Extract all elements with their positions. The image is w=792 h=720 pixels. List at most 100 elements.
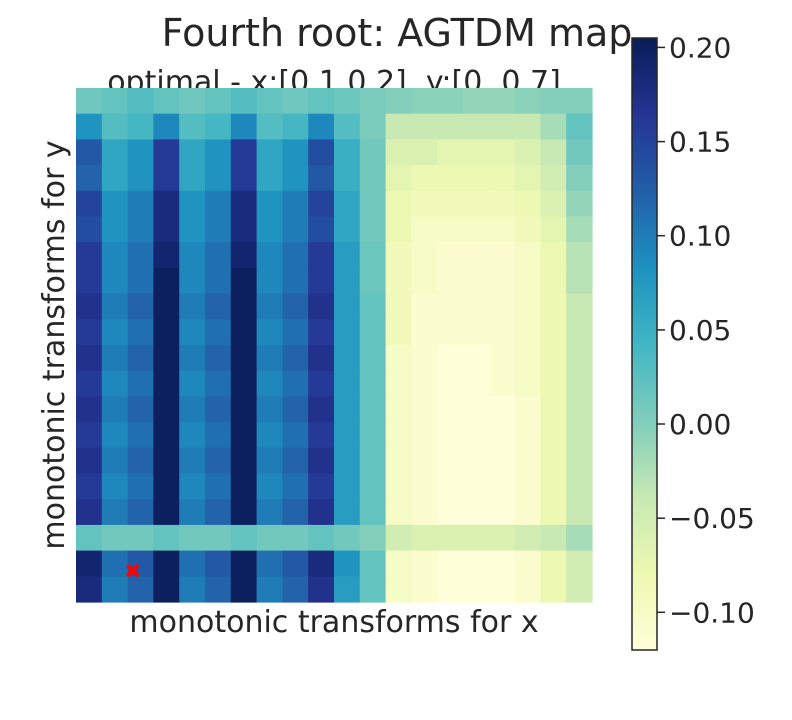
heatmap-cell	[359, 216, 387, 243]
heatmap-cell	[205, 422, 232, 449]
heatmap-cell	[540, 293, 567, 320]
heatmap-cell	[179, 88, 206, 115]
heatmap-cell	[153, 576, 180, 603]
heatmap-cell	[514, 242, 541, 269]
heatmap-cell	[385, 396, 412, 423]
heatmap-cell	[334, 370, 361, 397]
heatmap-cell	[411, 550, 438, 577]
heatmap-cell	[411, 319, 438, 346]
heatmap-cell	[256, 524, 283, 552]
heatmap-cell	[411, 447, 438, 475]
y-axis-label: monotonic transforms for y	[37, 140, 72, 549]
heatmap-cell	[308, 88, 335, 115]
heatmap-cell	[230, 345, 258, 372]
heatmap-cell	[256, 88, 283, 115]
heatmap-cell	[411, 524, 438, 552]
heatmap-cell	[153, 267, 180, 295]
heatmap-cell	[514, 216, 541, 243]
colorbar-tick-label: −0.05	[669, 502, 755, 535]
heatmap-cell	[359, 88, 387, 115]
heatmap-cell	[76, 422, 103, 449]
heatmap-cell	[359, 473, 387, 500]
heatmap-cell	[101, 396, 129, 423]
heatmap-cell	[282, 447, 309, 475]
heatmap-cell	[540, 345, 567, 372]
heatmap-cell	[101, 422, 129, 449]
heatmap-cell	[540, 216, 567, 243]
heatmap-cell	[308, 345, 335, 372]
heatmap-cell	[514, 524, 541, 552]
heatmap-cell	[76, 165, 103, 192]
heatmap-cell	[488, 88, 516, 115]
heatmap-cell	[540, 370, 567, 397]
heatmap-cell	[205, 370, 232, 397]
heatmap-cell	[230, 190, 258, 218]
heatmap-cell	[411, 422, 438, 449]
heatmap-cell	[282, 524, 309, 552]
heatmap-cell	[230, 396, 258, 423]
heatmap-cell	[282, 345, 309, 372]
heatmap-cell	[101, 524, 129, 552]
heatmap-cell	[437, 422, 464, 449]
heatmap-cell	[566, 550, 593, 577]
heatmap-cell	[488, 550, 516, 577]
heatmap-cell	[205, 88, 232, 115]
heatmap-cell	[385, 370, 412, 397]
heatmap-cell	[540, 473, 567, 500]
heatmap-cell	[411, 139, 438, 166]
heatmap-cell	[282, 267, 309, 295]
heatmap-cell	[230, 524, 258, 552]
heatmap-cell	[566, 267, 593, 295]
heatmap-cell	[514, 422, 541, 449]
heatmap-cell	[385, 165, 412, 192]
heatmap-cell	[127, 216, 154, 243]
heatmap-cell	[127, 499, 154, 526]
heatmap-cell	[101, 576, 129, 603]
heatmap-cell	[256, 370, 283, 397]
heatmap-cell	[230, 550, 258, 577]
heatmap-cell	[282, 422, 309, 449]
heatmap-cell	[308, 113, 335, 140]
heatmap-cell	[566, 396, 593, 423]
heatmap-cell	[256, 499, 283, 526]
heatmap-cell	[437, 113, 464, 140]
heatmap-cell	[153, 139, 180, 166]
heatmap-cell	[76, 319, 103, 346]
heatmap-cell	[308, 216, 335, 243]
heatmap-cell	[308, 370, 335, 397]
heatmap-cell	[514, 370, 541, 397]
heatmap-cell	[256, 447, 283, 475]
heatmap-cell	[359, 113, 387, 140]
heatmap-cells	[76, 88, 593, 603]
heatmap-cell	[76, 267, 103, 295]
heatmap-cell	[334, 576, 361, 603]
colorbar-tick-label: −0.10	[669, 596, 755, 629]
heatmap-cell	[566, 319, 593, 346]
heatmap-cell	[282, 216, 309, 243]
heatmap-cell	[463, 524, 490, 552]
heatmap-cell	[230, 267, 258, 295]
heatmap-cell	[334, 165, 361, 192]
heatmap-cell	[334, 524, 361, 552]
heatmap-cell	[359, 165, 387, 192]
heatmap-cell	[179, 396, 206, 423]
heatmap-cell	[127, 139, 154, 166]
heatmap-cell	[540, 524, 567, 552]
heatmap-cell	[437, 576, 464, 603]
heatmap-cell	[437, 88, 464, 115]
heatmap-cell	[205, 319, 232, 346]
heatmap-cell	[488, 576, 516, 603]
heatmap-cell	[385, 319, 412, 346]
heatmap-cell	[282, 550, 309, 577]
heatmap-cell	[359, 139, 387, 166]
heatmap-cell	[101, 113, 129, 140]
heatmap-cell	[308, 190, 335, 218]
heatmap-cell	[463, 447, 490, 475]
heatmap-cell	[540, 576, 567, 603]
heatmap-cell	[256, 550, 283, 577]
heatmap-cell	[101, 319, 129, 346]
heatmap-cell	[256, 267, 283, 295]
heatmap-cell	[566, 447, 593, 475]
heatmap-cell	[205, 550, 232, 577]
heatmap-cell	[101, 216, 129, 243]
